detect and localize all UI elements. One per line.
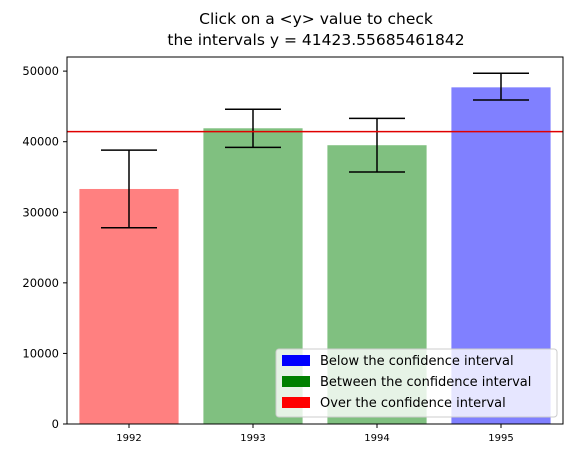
ytick-label: 40000	[22, 135, 59, 149]
axes: 0 10000 20000 30000 40000 50000 1992 1993 1994 19…	[22, 56, 564, 444]
errorbar-1995	[473, 72, 529, 101]
title-line-1: Click on a <y> value to check	[199, 10, 433, 28]
errorbar-1993	[225, 108, 281, 149]
errorbar-1994	[349, 117, 405, 173]
ytick-label: 10000	[22, 346, 59, 360]
legend-item: Over the confidence interval	[282, 396, 506, 411]
legend-swatch	[282, 355, 310, 366]
ytick-label: 50000	[22, 64, 59, 78]
title-line-2: the intervals y = 41423.55685461842	[167, 31, 464, 49]
xtick-label: 1994	[364, 433, 389, 444]
ytick-label: 0	[52, 417, 59, 431]
plot-frame	[66, 56, 564, 425]
legend-box	[275, 348, 558, 418]
legend-swatch	[282, 397, 310, 408]
legend-item: Between the confidence interval	[282, 375, 531, 390]
legend-label: Between the confidence interval	[320, 375, 531, 390]
legend-label: Over the confidence interval	[320, 396, 506, 411]
ytick-label: 20000	[22, 276, 59, 290]
xtick-label: 1993	[240, 433, 265, 444]
ytick-label: 30000	[22, 205, 59, 219]
chart-title: Click on a <y> value to check the interva…	[167, 10, 464, 49]
error-bars	[101, 72, 529, 229]
legend-swatch	[282, 376, 310, 387]
xtick-label: 1992	[116, 433, 141, 444]
legend-item: Below the confidence interval	[282, 354, 514, 369]
legend-label: Below the confidence interval	[320, 354, 514, 369]
xtick-label: 1995	[488, 433, 513, 444]
errorbar-1992	[101, 149, 157, 229]
legend: Below the confidence interval Between the…	[275, 348, 558, 418]
